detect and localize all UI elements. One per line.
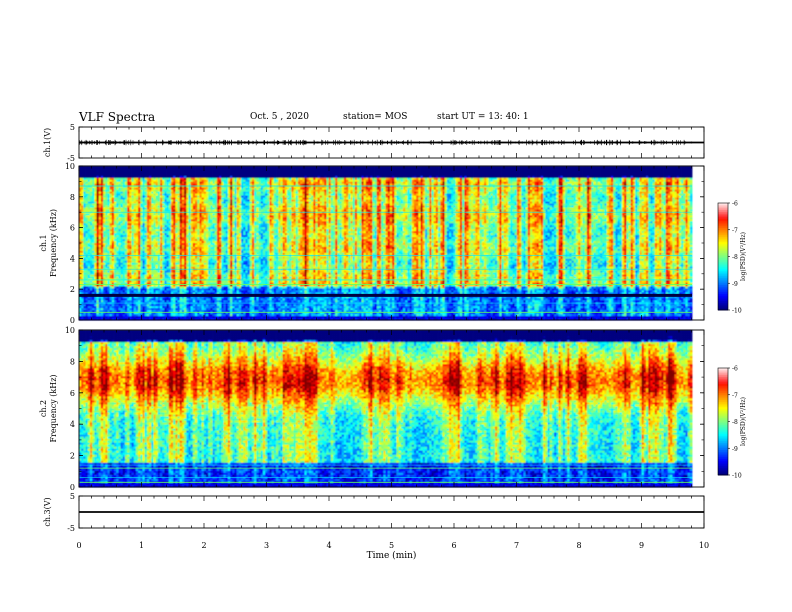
colorbar-1-tick-1: -7 <box>732 227 738 234</box>
colorbar-1-tick-4: -10 <box>732 308 742 315</box>
vlf-spectra-figure: VLF Spectra Oct. 5 , 2020 station= MOS s… <box>0 0 792 612</box>
ytick-3-5: 10 <box>65 326 75 335</box>
ylabel-channel-2: ch.2 <box>39 400 48 417</box>
colorbar-2-tick-1: -7 <box>732 392 738 399</box>
ytick-3-2: 4 <box>70 420 75 429</box>
spectrogram-image-ch1 <box>79 166 692 320</box>
ytick-2-4: 8 <box>70 193 75 202</box>
colorbar-1-tick-2: -8 <box>732 254 738 261</box>
xtick-label-2: 2 <box>201 541 206 550</box>
xtick-label-7: 7 <box>514 541 519 550</box>
ylabel-ch1: ch.1(V) <box>43 128 52 157</box>
xtick-label-9: 9 <box>639 541 644 550</box>
xtick-label-4: 4 <box>326 541 331 550</box>
ytick-3-4: 8 <box>70 357 75 366</box>
colorbar-2-tick-4: -10 <box>732 473 742 480</box>
ytick-4-0: 5 <box>70 492 75 501</box>
xtick-label-0: 0 <box>76 541 81 550</box>
ylabel-channel-1: ch.1 <box>39 234 48 251</box>
colorbar-1 <box>718 203 728 311</box>
plot-area: 5-5ch.1(V)0246810ch.1 Frequency (kHz)0246… <box>0 0 792 612</box>
spectrogram-image-ch2 <box>79 330 692 487</box>
ytick-4-1: -5 <box>67 524 75 533</box>
ytick-3-3: 6 <box>70 389 75 398</box>
ytick-2-0: 0 <box>70 316 75 325</box>
colorbar-2 <box>718 368 728 476</box>
ytick-3-1: 2 <box>70 452 75 461</box>
xtick-label-10: 10 <box>699 541 709 550</box>
colorbar-1-tick-0: -6 <box>732 201 738 208</box>
colorbar-2-label: log(PSD)(V²/Hz) <box>740 397 747 446</box>
xtick-label-1: 1 <box>139 541 144 550</box>
ytick-2-5: 10 <box>65 162 75 171</box>
colorbar-1-label: log(PSD)(V²/Hz) <box>740 232 747 281</box>
ylabel-frequency-1: Frequency (kHz) <box>49 209 58 277</box>
colorbar-2-tick-0: -6 <box>732 366 738 373</box>
ytick-2-3: 6 <box>70 224 75 233</box>
colorbar-1-tick-3: -9 <box>732 281 738 288</box>
xtick-label-8: 8 <box>576 541 581 550</box>
xtick-label-6: 6 <box>451 541 456 550</box>
ytick-2-1: 2 <box>70 285 75 294</box>
ytick-1-0: 5 <box>70 123 75 132</box>
xtick-label-5: 5 <box>389 541 394 550</box>
colorbar-2-tick-3: -9 <box>732 446 738 453</box>
ylabel-frequency-2: Frequency (kHz) <box>49 374 58 442</box>
ylabel-ch3: ch.3(V) <box>43 497 52 526</box>
xtick-label-3: 3 <box>264 541 269 550</box>
x-axis-label: Time (min) <box>367 550 417 561</box>
colorbar-2-tick-2: -8 <box>732 419 738 426</box>
ytick-3-0: 0 <box>70 483 75 492</box>
ytick-2-2: 4 <box>70 254 75 263</box>
